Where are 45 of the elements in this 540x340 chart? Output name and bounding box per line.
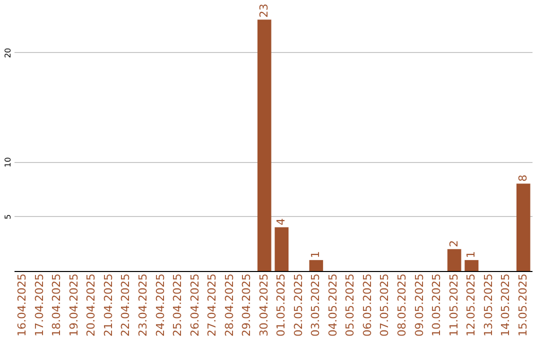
x-tick-label: 05.05.2025 — [344, 274, 357, 336]
x-tick-label: 17.04.2025 — [32, 274, 46, 336]
x-tick-label: 12.05.2025 — [464, 274, 478, 336]
bar — [447, 249, 462, 271]
y-tick-label: 10 — [4, 157, 12, 168]
x-tick-label: 24.04.2025 — [154, 274, 167, 336]
x-tick-label: 26.04.2025 — [188, 274, 202, 336]
x-tick-label: 07.05.2025 — [378, 274, 392, 336]
x-tick-label: 29.04.2025 — [240, 274, 254, 336]
x-tick-label: 01.05.2025 — [274, 274, 288, 336]
bar — [257, 20, 272, 271]
x-tick-label: 03.05.2025 — [309, 274, 322, 336]
x-tick-label: 23.04.2025 — [136, 274, 150, 336]
x-tick-label: 18.04.2025 — [50, 274, 64, 336]
x-tick-label: 04.05.2025 — [326, 274, 340, 336]
bar — [274, 227, 289, 271]
bar — [464, 260, 478, 271]
x-tick-label: 22.04.2025 — [119, 274, 132, 336]
x-tick-label: 20.04.2025 — [84, 274, 98, 336]
x-tick-label: 15.05.2025 — [516, 274, 530, 336]
x-tick-label: 08.05.2025 — [396, 274, 408, 336]
x-tick-label: 10.05.2025 — [430, 274, 444, 336]
data-label: 8 — [516, 174, 530, 182]
y-tick-label: 5 — [4, 214, 12, 220]
data-label: 2 — [447, 240, 460, 248]
data-label: 1 — [309, 251, 322, 258]
data-label: 1 — [464, 251, 478, 258]
x-tick-label: 09.05.2025 — [412, 274, 426, 336]
x-tick-label: 25.04.2025 — [171, 274, 184, 336]
bar — [516, 184, 530, 271]
x-tick-label: 14.05.2025 — [499, 274, 512, 336]
x-tick-label: 28.04.2025 — [222, 274, 236, 336]
x-tick-label: 06.05.2025 — [360, 274, 374, 336]
x-tick-label: 02.05.2025 — [292, 274, 305, 336]
x-tick-label: 21.04.2025 — [102, 274, 115, 336]
x-tick-label: 27.04.2025 — [206, 274, 219, 336]
data-label: 4 — [274, 218, 288, 226]
data-label: 23 — [257, 4, 270, 18]
x-tick-label: 19.04.2025 — [67, 274, 80, 336]
x-tick-label: 16.04.2025 — [16, 274, 29, 336]
x-tick-label: 11.05.2025 — [447, 274, 460, 336]
x-tick-label: 30.04.2025 — [257, 274, 270, 336]
y-tick-label: 20 — [4, 48, 12, 58]
bar — [309, 260, 324, 271]
x-tick-label: 13.05.2025 — [482, 274, 495, 336]
